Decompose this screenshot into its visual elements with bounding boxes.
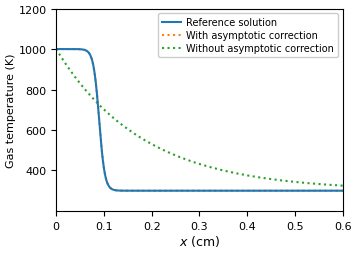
Line: Without asymptotic correction: Without asymptotic correction (56, 50, 343, 186)
Reference solution (341, 189, 345, 193)
With asymptotic correction (341, 189, 345, 193)
Reference solution (69, 48, 73, 51)
Without asymptotic correction (332, 184, 336, 187)
With asymptotic correction (332, 189, 337, 193)
Without asymptotic correction (332, 184, 336, 187)
With asymptotic correction (186, 189, 190, 193)
Reference solution (205, 189, 210, 193)
Without asymptotic correction (186, 159, 190, 162)
Reference solution (54, 48, 58, 51)
Without asymptotic correction (341, 184, 345, 187)
With asymptotic correction (54, 48, 58, 51)
With asymptotic correction (69, 48, 73, 51)
Reference solution (186, 189, 190, 193)
Without asymptotic correction (193, 162, 198, 165)
Line: Reference solution: Reference solution (56, 50, 343, 191)
With asymptotic correction (332, 189, 336, 193)
Line: With asymptotic correction: With asymptotic correction (56, 50, 343, 191)
Reference solution (193, 189, 198, 193)
Y-axis label: Gas temperature (K): Gas temperature (K) (6, 53, 16, 167)
Without asymptotic correction (69, 70, 73, 73)
Reference solution (332, 189, 337, 193)
With asymptotic correction (280, 189, 284, 193)
With asymptotic correction (205, 189, 210, 193)
Without asymptotic correction (54, 48, 58, 51)
With asymptotic correction (193, 189, 198, 193)
Without asymptotic correction (280, 179, 284, 182)
Reference solution (332, 189, 336, 193)
Reference solution (280, 189, 284, 193)
Legend: Reference solution, With asymptotic correction, Without asymptotic correction: Reference solution, With asymptotic corr… (158, 14, 338, 58)
X-axis label: $x$ (cm): $x$ (cm) (179, 233, 220, 248)
